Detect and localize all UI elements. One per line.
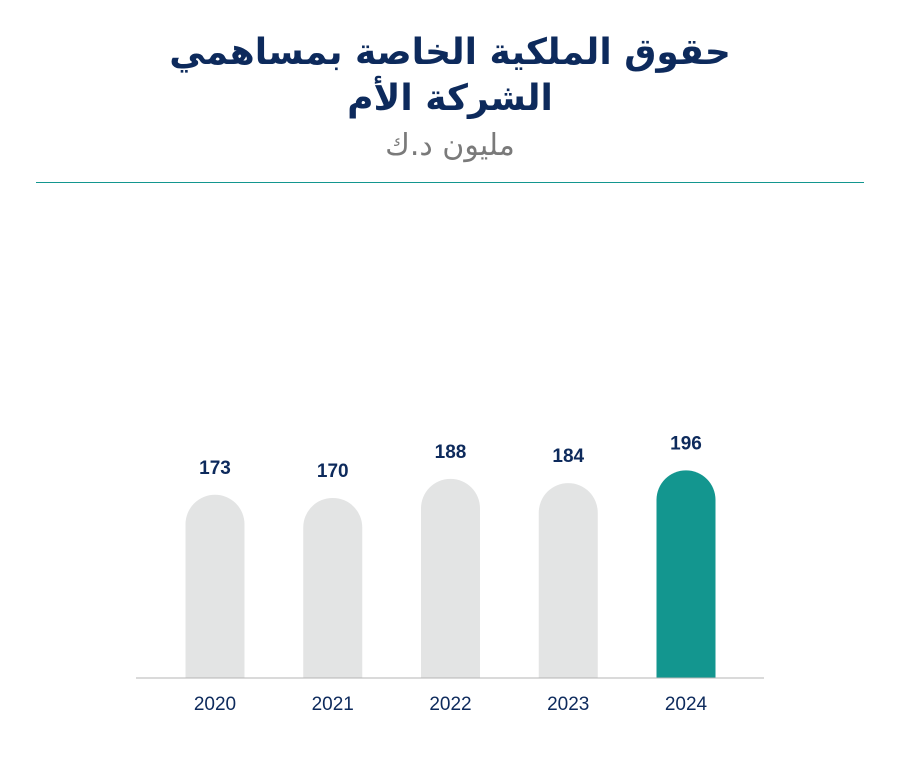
data-label-2023: 184 (552, 446, 584, 467)
bar-2020 (185, 494, 245, 678)
bar-2021 (303, 497, 363, 678)
x-tick-label-2023: 2023 (547, 694, 589, 715)
data-label-2020: 173 (199, 458, 231, 479)
bar-2022 (421, 478, 480, 678)
chart-subtitle: مليون د.ك (385, 128, 515, 163)
data-label-2024: 196 (670, 433, 702, 454)
data-label-2022: 188 (435, 442, 467, 463)
x-tick-label-2021: 2021 (312, 694, 354, 715)
x-tick-label-2022: 2022 (429, 694, 471, 715)
chart-title-line-2: الشركة الأم (347, 78, 553, 119)
chart-title: حقوق الملكية الخاصة بمساهمي الشركة الأم (0, 30, 900, 122)
bar-2024 (656, 470, 716, 678)
x-tick-label-2020: 2020 (194, 694, 236, 715)
x-tick-label-2024: 2024 (665, 694, 708, 715)
bar-2023 (538, 483, 598, 678)
chart-title-line-1: حقوق الملكية الخاصة بمساهمي (169, 32, 731, 73)
title-divider (36, 182, 864, 183)
data-label-2021: 170 (317, 461, 349, 482)
